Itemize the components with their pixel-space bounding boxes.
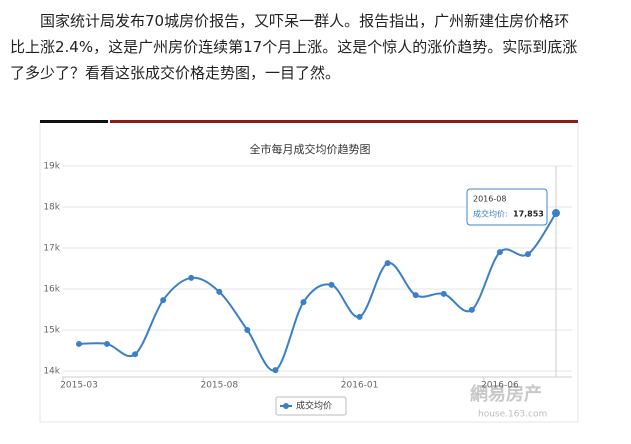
tooltip-category: 2016-08 bbox=[473, 195, 506, 204]
tooltip-value: 17,853 bbox=[513, 210, 544, 219]
x-tick-label: 2015-03 bbox=[60, 381, 98, 391]
point bbox=[160, 297, 167, 304]
y-tick-label: 19k bbox=[43, 162, 60, 172]
x-tick-label: 2016-06 bbox=[481, 381, 519, 391]
point bbox=[300, 299, 307, 306]
point bbox=[272, 367, 279, 374]
header-bar bbox=[110, 120, 578, 123]
y-tick-label: 15k bbox=[43, 326, 60, 336]
point bbox=[552, 209, 560, 218]
point bbox=[216, 288, 223, 295]
chart-frame bbox=[39, 121, 579, 423]
paragraph-line: 比上涨2.4%，这是广州房价连续第17个月上涨。这是个惊人的涨价趋势。实际到底涨 bbox=[10, 38, 578, 56]
watermark-url: house.163.com bbox=[478, 410, 547, 420]
y-tick-label: 14k bbox=[43, 367, 60, 377]
paragraph-line: 国家统计局发布70城房价报告，又吓呆一群人。报告指出，广州新建住房价格环 bbox=[40, 12, 570, 30]
point bbox=[384, 260, 391, 267]
point bbox=[440, 290, 447, 297]
chart-title: 全市每月成交均价趋势图 bbox=[250, 142, 371, 156]
y-tick-label: 16k bbox=[43, 285, 60, 295]
point bbox=[356, 313, 363, 320]
watermark: 網易房产 bbox=[470, 383, 542, 405]
header-bar bbox=[40, 120, 108, 123]
legend-label: 成交均价 bbox=[296, 400, 332, 412]
x-tick-label: 2015-08 bbox=[200, 381, 238, 391]
y-tick-label: 17k bbox=[43, 244, 60, 254]
point bbox=[496, 249, 503, 256]
paragraph-line: 了多少了？看看这张成交价格走势图，一目了然。 bbox=[10, 64, 341, 82]
point bbox=[76, 340, 82, 347]
point bbox=[188, 274, 195, 281]
point bbox=[244, 327, 251, 333]
legend-box bbox=[275, 396, 347, 416]
point bbox=[524, 251, 531, 258]
point bbox=[104, 340, 111, 347]
point bbox=[468, 306, 475, 313]
legend-marker bbox=[283, 403, 289, 409]
x-tick-label: 2016-01 bbox=[341, 381, 379, 391]
tooltip-label: 成交均价: bbox=[473, 209, 508, 219]
point bbox=[132, 351, 139, 358]
y-tick-label: 18k bbox=[43, 203, 60, 213]
tooltip bbox=[466, 188, 548, 226]
point bbox=[328, 281, 335, 288]
point bbox=[412, 292, 419, 299]
